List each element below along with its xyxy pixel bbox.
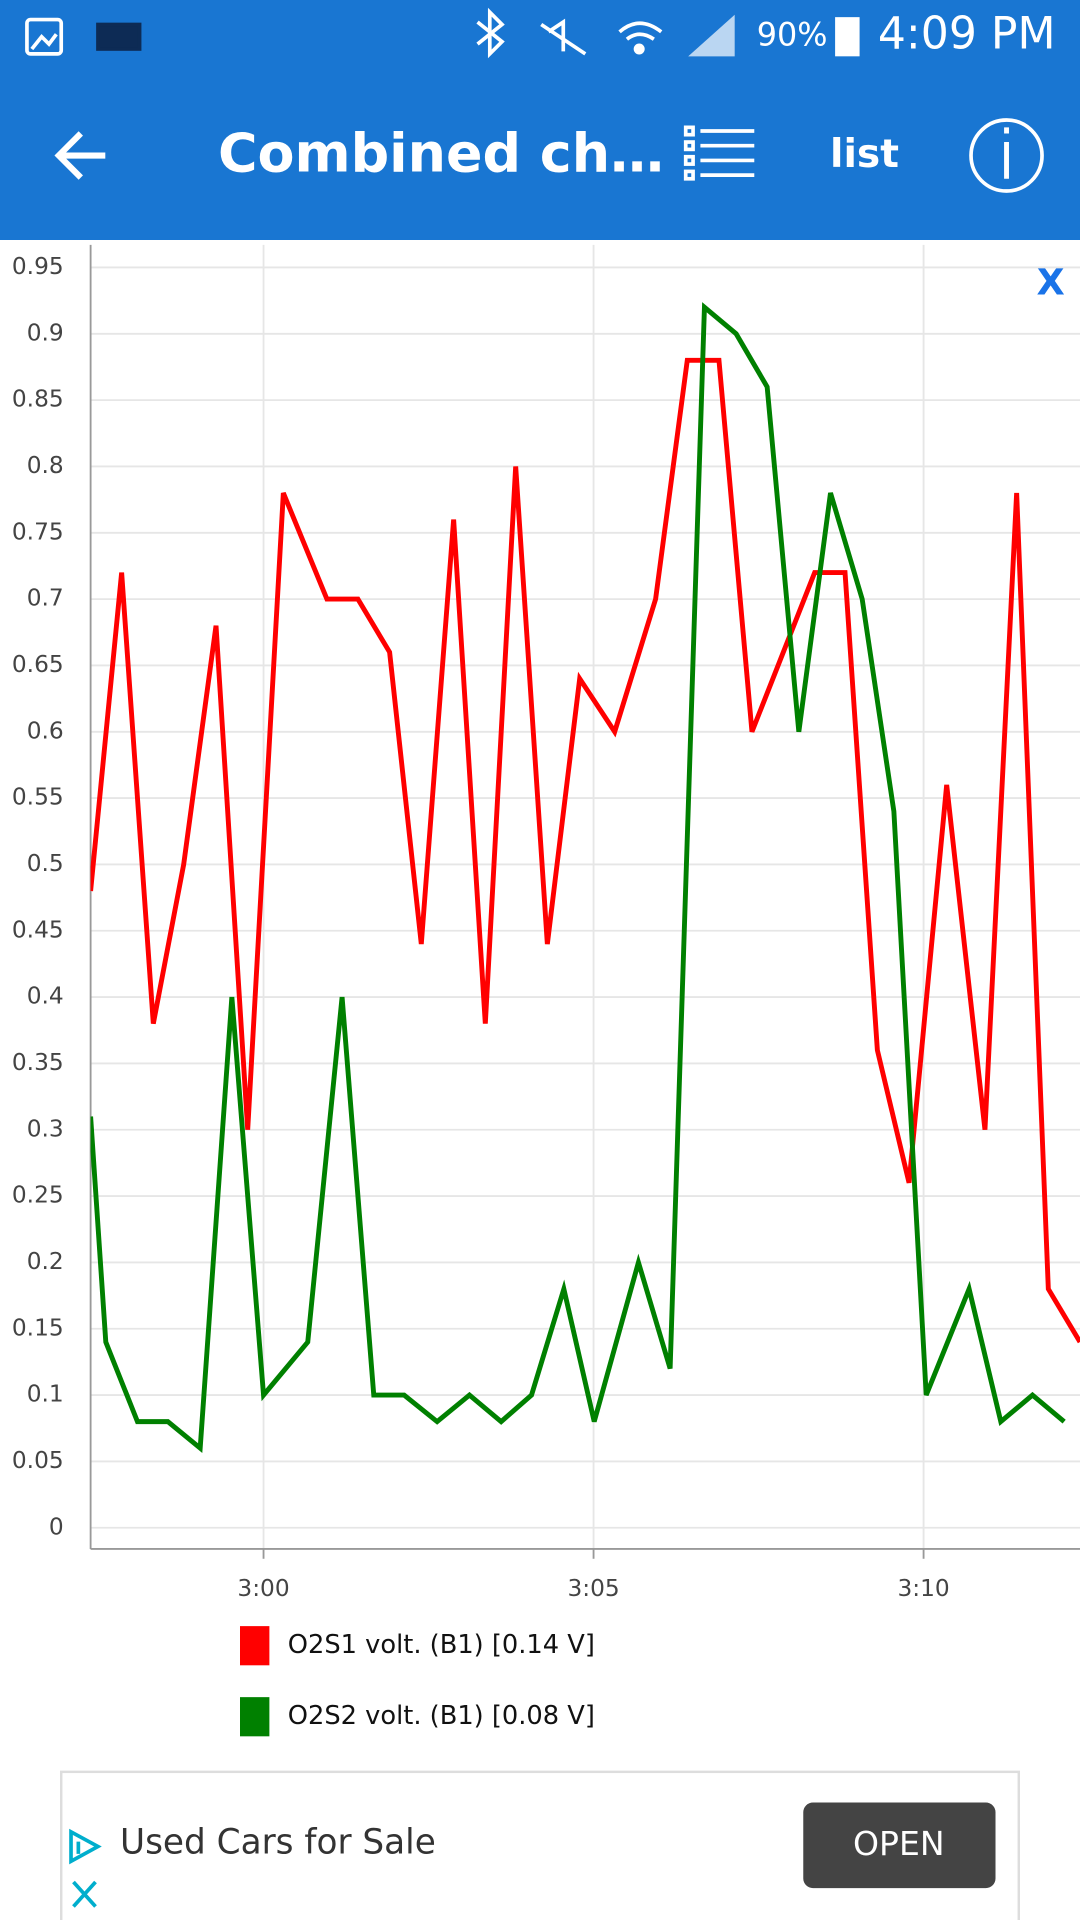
y-tick-label: 0.15 <box>12 1314 64 1341</box>
legend-label: O2S2 volt. (B1) [0.08 V] <box>288 1701 595 1731</box>
battery-text: 90% <box>757 16 828 54</box>
legend-swatch <box>240 1626 270 1666</box>
series-line <box>90 302 1066 1454</box>
chart: 0 0.05 0.1 0.15 0.2 0.25 0.3 0.35 0.4 0.45 0.5 0.55… <box>12 244 1080 1737</box>
ad-open-label: OPEN <box>853 1824 945 1863</box>
y-tick-label: 0.7 <box>27 585 64 612</box>
y-tick-label: 0.85 <box>12 386 64 413</box>
y-tick-label: 0.55 <box>12 784 64 811</box>
y-tick-label: 0.35 <box>12 1049 64 1076</box>
ad-text: Used Cars for Sale <box>120 1823 436 1863</box>
y-tick-label: 0.4 <box>27 983 64 1010</box>
ad-close[interactable] <box>72 1880 97 1908</box>
clock: 4:09 PM <box>878 9 1056 60</box>
x-tick-label: 3:05 <box>567 1575 619 1602</box>
y-tick-label: 0 <box>49 1513 64 1540</box>
y-tick-label: 0.5 <box>27 850 64 877</box>
y-tick-label: 0.2 <box>27 1248 64 1275</box>
x-tick-label: 3:00 <box>237 1575 289 1602</box>
y-tick-label: 0.45 <box>12 916 64 943</box>
y-tick-label: 0.25 <box>12 1182 64 1209</box>
legend-label: O2S1 volt. (B1) [0.14 V] <box>288 1630 595 1660</box>
y-tick-label: 0.05 <box>12 1447 64 1474</box>
info-circle <box>969 118 1044 193</box>
x-tick-label: 3:10 <box>897 1575 949 1602</box>
list-button[interactable]: list <box>830 132 899 177</box>
y-tick-label: 0.3 <box>27 1115 64 1142</box>
y-tick-label: 0.75 <box>12 518 64 545</box>
y-tick-label: 0.6 <box>27 717 64 744</box>
status-icons <box>25 7 663 59</box>
info-button[interactable] <box>969 118 1044 193</box>
series-line <box>90 357 1080 1344</box>
legend-swatch <box>240 1697 270 1737</box>
back-button[interactable] <box>54 131 106 180</box>
ad-open-button[interactable] <box>803 1802 996 1889</box>
y-tick-label: 0.95 <box>12 253 64 280</box>
screen-title: Combined ch… <box>218 121 664 184</box>
y-tick-label: 0.9 <box>27 319 64 346</box>
y-tick-label: 0.8 <box>27 452 64 479</box>
app-header <box>0 0 1080 240</box>
battery-icon <box>835 17 860 57</box>
y-tick-label: 0.65 <box>12 651 64 678</box>
list-icon[interactable] <box>683 125 755 181</box>
y-tick-label: 0.1 <box>27 1381 64 1408</box>
ad-choices-icon[interactable] <box>69 1828 102 1865</box>
